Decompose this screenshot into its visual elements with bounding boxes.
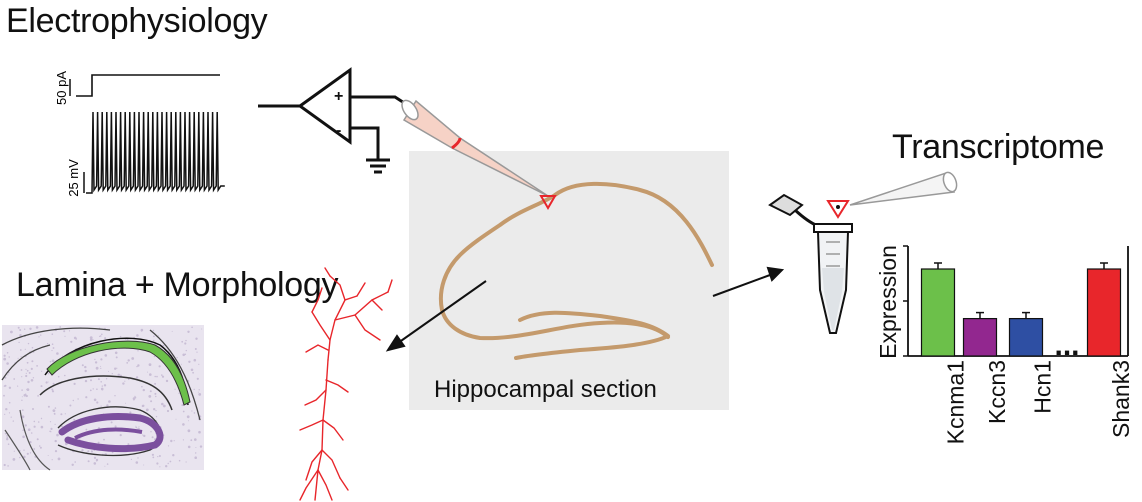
expression-bar-chart [903, 245, 1129, 357]
bar-kccn3 [962, 317, 998, 357]
lamina-histology-image [1, 325, 204, 471]
electrophysiology-heading: Electrophysiology [6, 2, 268, 40]
category-label-hcn1: Hcn1 [1029, 360, 1056, 414]
hippocampus-outline [439, 181, 714, 360]
current-step-trace [76, 74, 220, 97]
y-axis-label: Expression [875, 245, 901, 359]
current-scale-label: 50 pA [54, 71, 69, 105]
hippocampal-section-panel [409, 151, 729, 410]
bar-kcnma1 [920, 268, 956, 357]
category-label-kccn3: Kccn3 [983, 360, 1010, 424]
category-label-kcnma1: Kcnma1 [942, 360, 969, 445]
arrow-to-morphology [385, 280, 487, 352]
voltage-trace [86, 111, 225, 194]
voltage-scale-label: 25 mV [66, 159, 81, 197]
lamina-morphology-heading: Lamina + Morphology [16, 266, 339, 304]
bar-shank3 [1086, 268, 1122, 357]
collection-pipette-icon [849, 171, 958, 206]
arrow-to-transcriptome [712, 266, 785, 297]
collected-cell-marker [826, 200, 850, 219]
amp-plus-sign: + [334, 88, 343, 105]
patched-neuron-marker [539, 195, 557, 210]
amp-minus-sign: - [336, 122, 341, 139]
neuron-morphology-icon [299, 267, 393, 501]
chart-ellipsis: ... [1054, 329, 1079, 362]
section-label: Hippocampal section [434, 376, 657, 403]
category-label-shank3: Shank3 [1108, 360, 1135, 439]
patch-pipette-icon [401, 99, 549, 197]
eppendorf-tube-icon [768, 193, 853, 334]
transcriptome-heading: Transcriptome [892, 128, 1105, 166]
bar-hcn1 [1008, 317, 1044, 357]
